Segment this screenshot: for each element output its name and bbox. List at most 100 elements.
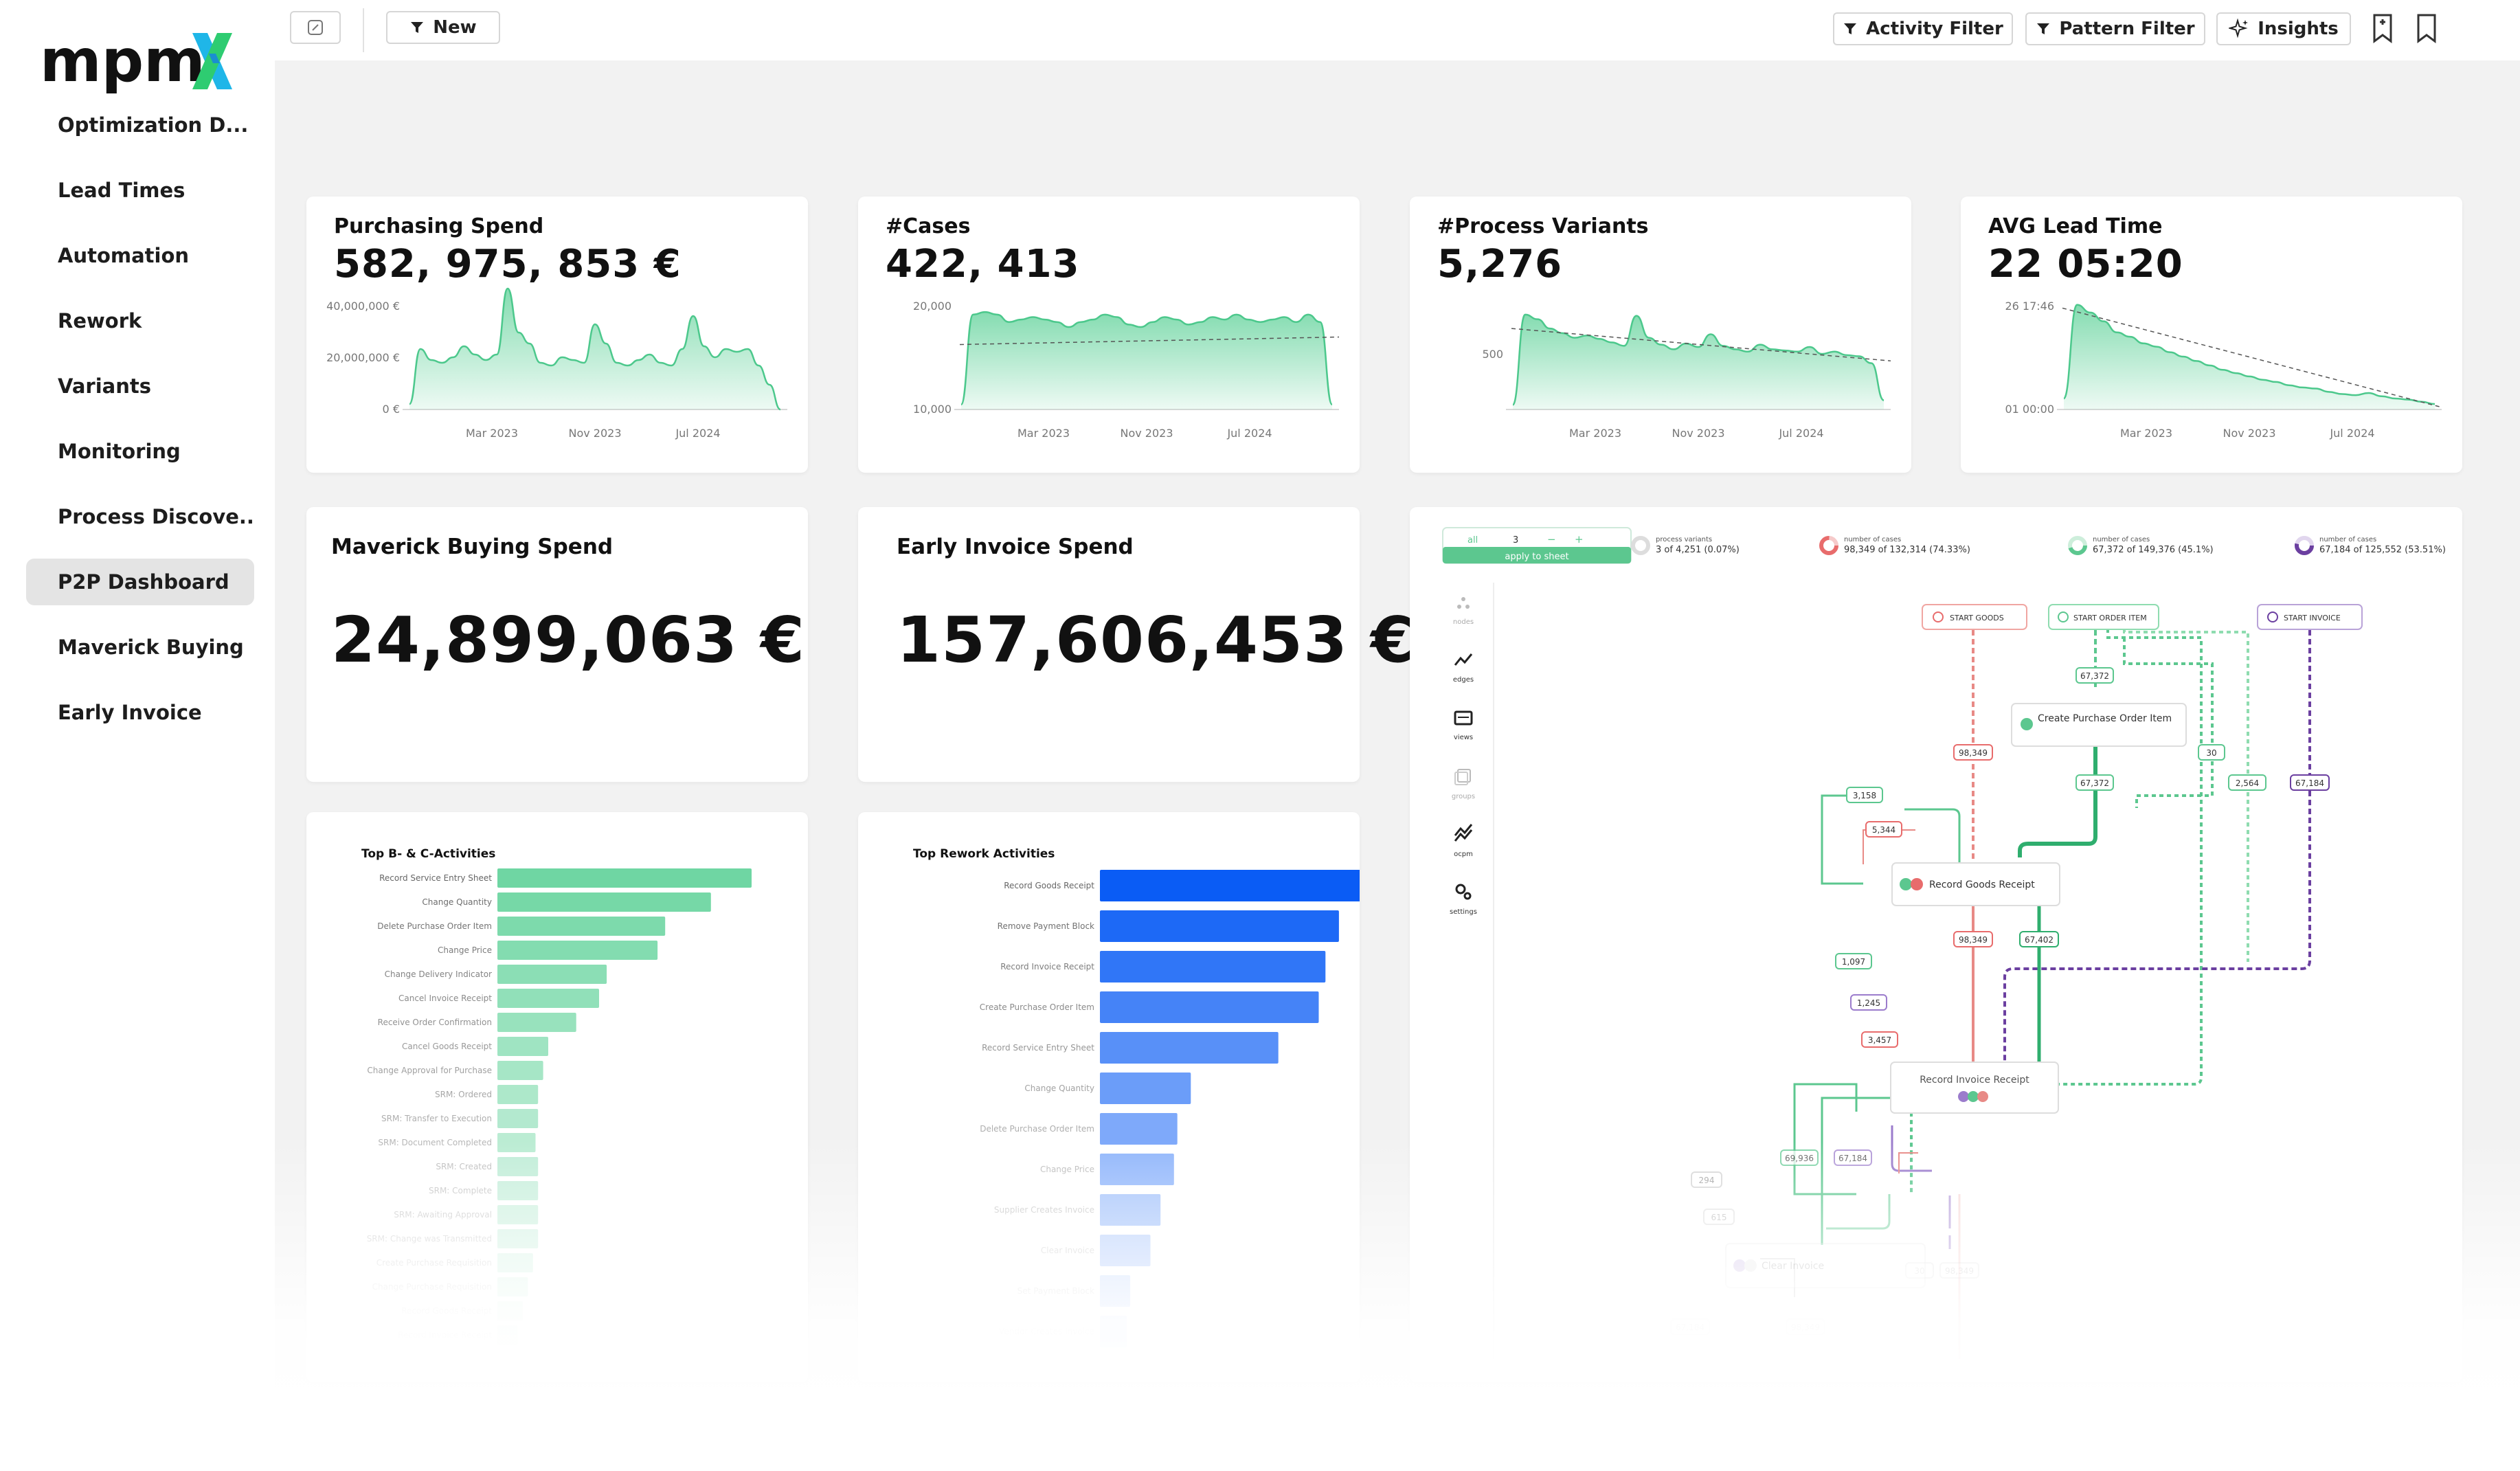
tool-nodes[interactable]: nodes <box>1453 597 1474 626</box>
svg-text:98,349: 98,349 <box>1959 935 1988 945</box>
edge-label: 98,349 <box>1953 931 1993 947</box>
bar[interactable] <box>1100 951 1326 982</box>
edge-1097[interactable] <box>1821 1097 1904 1245</box>
edge-self-loop[interactable] <box>1821 794 1863 885</box>
filter-count[interactable]: 3 <box>1513 535 1518 546</box>
bar[interactable] <box>497 892 711 912</box>
bar[interactable] <box>1100 1275 1131 1307</box>
tool-groups[interactable]: groups <box>1452 769 1475 800</box>
tool-edges[interactable]: edges <box>1453 653 1474 684</box>
bar[interactable] <box>1100 991 1319 1023</box>
bar[interactable] <box>497 868 752 888</box>
bar[interactable] <box>1100 1032 1279 1064</box>
bar[interactable] <box>1100 910 1339 942</box>
node-create-purchase-order-item[interactable]: Create Purchase Order Item <box>2011 703 2187 747</box>
sidebar-item-monitoring[interactable]: Monitoring <box>58 440 181 463</box>
tool-views[interactable]: views <box>1454 710 1473 741</box>
insights-button[interactable]: Insights <box>2216 12 2351 45</box>
mpmx-logo[interactable]: mpm <box>40 27 246 96</box>
node-clear-invoice[interactable]: Clear Invoice <box>1725 1243 1926 1288</box>
sidebar-item-lead-times[interactable]: Lead Times <box>58 179 185 202</box>
bar[interactable] <box>497 1229 539 1248</box>
svg-text:5,344: 5,344 <box>1872 825 1895 835</box>
bar[interactable] <box>497 1133 536 1152</box>
node-label: START GOODS <box>1950 614 2004 622</box>
filter-plus-button[interactable]: + <box>1575 533 1584 546</box>
node-start-invoice[interactable]: START INVOICE <box>2257 604 2363 630</box>
sidebar-item-rework[interactable]: Rework <box>58 309 142 333</box>
bar[interactable] <box>497 1205 539 1224</box>
sheet-toggle-button[interactable] <box>290 11 341 44</box>
bar[interactable] <box>497 1253 533 1272</box>
bar[interactable] <box>1100 1073 1191 1104</box>
bar[interactable] <box>1100 1235 1151 1266</box>
edge-po-to-goods[interactable] <box>2018 739 2097 857</box>
avg-lead-time-chart[interactable]: 26 17:46 01 00:00 Mar 2023 Nov 2023 Jul 2024 <box>1961 196 2462 473</box>
bar[interactable] <box>497 1301 523 1321</box>
sidebar-item-p2p-dashboard[interactable]: P2P Dashboard <box>26 559 254 605</box>
bar[interactable] <box>497 1061 543 1080</box>
filter-minus-button[interactable]: − <box>1547 533 1556 546</box>
bar[interactable] <box>497 1181 539 1200</box>
sidebar-item-variants[interactable]: Variants <box>58 374 152 398</box>
bar[interactable] <box>1100 1154 1174 1185</box>
bar[interactable] <box>497 965 607 984</box>
edge-to-invoice[interactable] <box>2123 621 2249 962</box>
sidebar-item-automation[interactable]: Automation <box>58 244 190 267</box>
bookmark-button[interactable] <box>2413 12 2443 45</box>
tool-ocpm[interactable]: ocpm <box>1454 824 1473 858</box>
bar[interactable] <box>1100 1194 1161 1226</box>
apply-to-sheet-button[interactable] <box>1443 547 1631 563</box>
node-record-goods-receipt[interactable]: Record Goods Receipt <box>1891 862 2060 906</box>
edge-return[interactable] <box>1793 1083 1858 1195</box>
bar[interactable] <box>1100 870 1360 901</box>
tool-label: groups <box>1452 793 1475 800</box>
kpi-value: 22 05:20 <box>1988 242 2183 287</box>
bar-label: Receive Order Confirmation <box>378 1018 492 1027</box>
add-bookmark-button[interactable] <box>2369 12 2399 45</box>
bar[interactable] <box>1100 1113 1178 1145</box>
node-start-goods[interactable]: START GOODS <box>1922 604 2027 630</box>
cases-chart[interactable]: 20,000 10,000 Mar 2023 Nov 2023 Jul 2024 <box>858 196 1360 473</box>
edge-label: 30 <box>2198 744 2225 761</box>
bar[interactable] <box>497 1085 539 1104</box>
sidebar-item-optimization[interactable]: Optimization D... <box>58 113 249 137</box>
bar[interactable] <box>497 1109 539 1128</box>
bar-label: Record Service Entry Sheet <box>379 873 492 883</box>
bar[interactable] <box>497 1277 528 1296</box>
bar[interactable] <box>1100 1316 1127 1347</box>
filter-icon <box>411 22 424 33</box>
new-button[interactable]: New <box>386 11 500 44</box>
edge-loop-goods[interactable] <box>1904 808 1961 863</box>
top-bc-activities-chart[interactable]: Top B- & C-Activities Record Service Entr… <box>306 812 808 1382</box>
node-start-order-item[interactable]: START ORDER ITEM <box>2048 604 2159 630</box>
node-label: Create Purchase Order Item <box>2038 713 2172 724</box>
process-variants-chart[interactable]: 500 Mar 2023 Nov 2023 Jul 2024 <box>1410 196 1911 473</box>
node-record-invoice-receipt[interactable]: Record Invoice Receipt <box>1890 1062 2059 1114</box>
purchasing-spend-chart[interactable]: 40,000,000 € 20,000,000 € 0 € Mar 2023 Nov 2… <box>306 196 808 473</box>
svg-text:294: 294 <box>1699 1176 1715 1185</box>
sidebar-item-maverick-buying[interactable]: Maverick Buying <box>58 636 244 659</box>
filter-tab-all[interactable]: all <box>1467 535 1478 546</box>
bar[interactable] <box>497 917 666 936</box>
edge-label: 67,372 <box>2075 774 2114 791</box>
process-map-canvas[interactable]: all 3 − + apply to sheet process variant… <box>1410 507 2462 1382</box>
activity-filter-button[interactable]: Activity Filter <box>1833 12 2013 45</box>
tool-settings[interactable]: settings <box>1450 884 1477 916</box>
bar-label: SRM: Document Completed <box>378 1138 492 1147</box>
pattern-filter-button[interactable]: Pattern Filter <box>2025 12 2205 45</box>
edge-invoice[interactable] <box>2003 621 2311 1065</box>
bar[interactable] <box>497 1325 518 1345</box>
sidebar-item-early-invoice[interactable]: Early Invoice <box>58 701 202 724</box>
bar[interactable] <box>497 941 658 960</box>
edge-label: 2,564 <box>2228 774 2266 791</box>
bar[interactable] <box>497 1037 548 1056</box>
bar[interactable] <box>497 1013 576 1032</box>
bar[interactable] <box>497 989 599 1008</box>
sidebar-item-process-discovery[interactable]: Process Discove... <box>58 505 254 528</box>
edge-69936[interactable] <box>1826 1194 1891 1230</box>
edge-long-green[interactable] <box>1910 621 2203 1194</box>
top-rework-activities-chart[interactable]: Top Rework Activities Record Goods Receip… <box>858 812 1360 1382</box>
edge-1245[interactable] <box>1891 1125 1932 1172</box>
bar[interactable] <box>497 1157 539 1176</box>
